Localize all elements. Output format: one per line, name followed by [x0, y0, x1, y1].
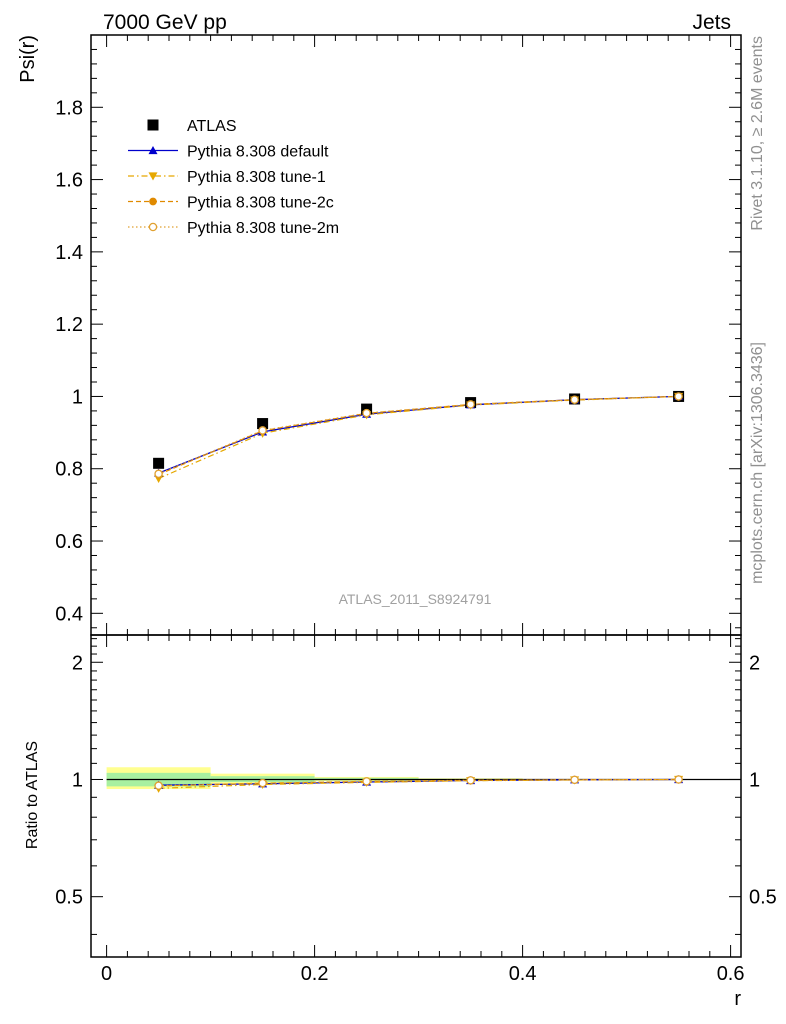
legend-marker — [149, 197, 157, 206]
y-tick-label: 0.5 — [55, 887, 83, 909]
y-tick-label: 1.6 — [55, 170, 83, 192]
header-left-label: 7000 GeV pp — [103, 11, 227, 34]
analysis-watermark: ATLAS_2011_S8924791 — [339, 591, 492, 607]
rivet-version-label: Rivet 3.1.10, ≥ 2.6M events — [749, 36, 766, 231]
ratio-data-point — [466, 776, 475, 785]
mc-data-point — [362, 408, 371, 418]
main-series-line — [158, 395, 679, 474]
y-tick-label: 0.8 — [55, 459, 83, 481]
legend-entry-label: Pythia 8.308 tune-1 — [187, 169, 326, 186]
y-tick-label: 1 — [72, 386, 83, 408]
mc-data-point — [466, 400, 475, 409]
ratio-plot-frame — [90, 634, 742, 958]
atlas-data-point — [257, 418, 269, 430]
ratio-y-axis-label: Ratio to ATLAS — [24, 741, 41, 849]
main-y-axis-label: Psi(r) — [17, 35, 39, 83]
legend-entry-label: Pythia 8.308 tune-2c — [187, 195, 334, 212]
y-tick-label-right: 1 — [749, 769, 760, 791]
main-series-line — [158, 395, 679, 476]
ratio-panel: 0.5 0.5 1 1 2 2 0 0.2 0.4 0.6 — [55, 634, 777, 985]
y-tick-label-right: 2 — [749, 652, 760, 674]
x-tick-label: 0.2 — [301, 963, 329, 985]
header-right-label: Jets — [692, 11, 731, 34]
mc-data-point — [674, 392, 683, 401]
x-tick-label: 0.4 — [509, 963, 537, 985]
mc-data-point — [258, 426, 267, 435]
x-tick-label: 0 — [101, 963, 112, 985]
x-tick-label: 0.6 — [717, 963, 745, 985]
y-tick-label: 0.6 — [55, 531, 83, 553]
y-tick-label: 1.2 — [55, 314, 83, 336]
y-tick-label: 0.4 — [55, 603, 83, 625]
legend-entry-label: Pythia 8.308 default — [187, 144, 329, 161]
y-tick-label-right: 0.5 — [749, 887, 777, 909]
ratio-data-point — [258, 778, 267, 788]
y-tick-label: 1.8 — [55, 97, 83, 119]
mc-data-point — [154, 469, 163, 479]
ratio-data-point — [570, 775, 579, 785]
main-series-line — [158, 395, 679, 475]
mcplots-source-label: mcplots.cern.ch [arXiv:1306.3436] — [749, 342, 766, 584]
x-axis-label: r — [734, 988, 741, 1010]
legend-marker — [148, 146, 158, 155]
atlas-data-point — [153, 457, 165, 469]
legend-marker — [148, 222, 158, 232]
legend-marker — [148, 172, 158, 181]
ratio-data-point — [362, 777, 371, 786]
main-series-line — [158, 395, 679, 480]
ratio-data-point — [154, 781, 163, 790]
y-tick-label: 1 — [72, 769, 83, 791]
ratio-series-line — [158, 778, 679, 787]
legend: ATLAS Pythia 8.308 default Pythia 8.308 tu… — [128, 118, 339, 237]
y-tick-label: 1.4 — [55, 242, 83, 264]
ratio-data-point — [674, 775, 683, 784]
mc-data-point — [570, 395, 579, 404]
legend-entry-label: Pythia 8.308 tune-2m — [187, 220, 339, 237]
y-tick-label: 2 — [72, 652, 83, 674]
legend-marker — [147, 119, 159, 131]
legend-entry-label: ATLAS — [187, 118, 237, 135]
